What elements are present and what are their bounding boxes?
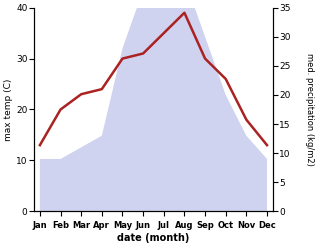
Y-axis label: med. precipitation (kg/m2): med. precipitation (kg/m2) xyxy=(305,53,314,166)
X-axis label: date (month): date (month) xyxy=(117,233,190,243)
Y-axis label: max temp (C): max temp (C) xyxy=(4,78,13,141)
